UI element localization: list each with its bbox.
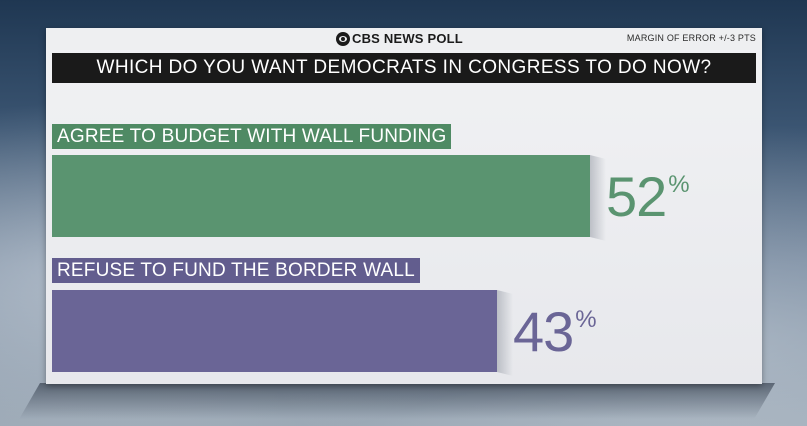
category-label: AGREE TO BUDGET WITH WALL FUNDING bbox=[52, 124, 452, 149]
value-label: 52% bbox=[606, 165, 690, 228]
percent-sign: % bbox=[668, 171, 689, 198]
bar-shadow bbox=[590, 155, 606, 241]
poll-header: CBS NEWS POLL MARGIN OF ERROR +/-3 PTS bbox=[46, 28, 762, 50]
brand-logo: CBS NEWS POLL bbox=[336, 31, 463, 46]
value-number: 43 bbox=[513, 300, 574, 363]
value-label: 43% bbox=[513, 300, 597, 363]
bar bbox=[52, 290, 497, 372]
card-shadow bbox=[19, 383, 775, 419]
poll-card: CBS NEWS POLL MARGIN OF ERROR +/-3 PTS W… bbox=[46, 28, 762, 384]
brand-name: CBS NEWS POLL bbox=[352, 31, 463, 46]
bar bbox=[52, 155, 590, 237]
category-label: REFUSE TO FUND THE BORDER WALL bbox=[52, 258, 420, 283]
percent-sign: % bbox=[575, 306, 596, 333]
cbs-eye-icon bbox=[336, 31, 350, 46]
value-number: 52 bbox=[606, 165, 667, 228]
question-banner: WHICH DO YOU WANT DEMOCRATS IN CONGRESS … bbox=[52, 53, 756, 83]
bar-shadow bbox=[497, 290, 513, 376]
chart-title: WHICH DO YOU WANT DEMOCRATS IN CONGRESS … bbox=[96, 57, 712, 78]
margin-of-error: MARGIN OF ERROR +/-3 PTS bbox=[626, 33, 756, 43]
